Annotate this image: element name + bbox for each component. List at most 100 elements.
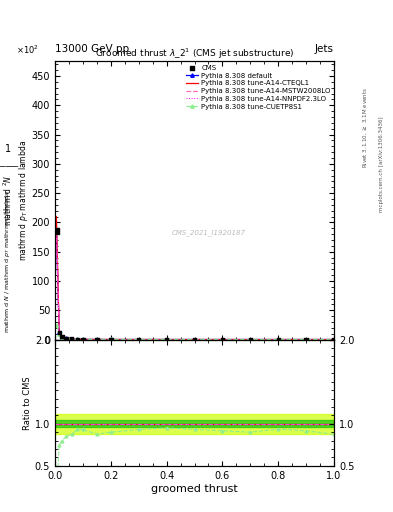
CMS	[74, 335, 81, 344]
Pythia 8.308 tune-CUETP8S1	[220, 336, 225, 343]
Pythia 8.308 tune-A14-CTEQL1	[136, 336, 141, 343]
Pythia 8.308 tune-A14-CTEQL1	[248, 336, 253, 343]
Pythia 8.308 tune-CUETP8S1	[304, 336, 309, 343]
CMS	[191, 335, 198, 344]
Pythia 8.308 tune-A14-NNPDF2.3LO	[192, 336, 197, 343]
CMS	[80, 335, 86, 344]
Pythia 8.308 tune-A14-MSTW2008LO	[95, 336, 99, 343]
Text: mcplots.cern.ch [arXiv:1306.3436]: mcplots.cern.ch [arXiv:1306.3436]	[379, 116, 384, 211]
Pythia 8.308 tune-CUETP8S1	[164, 336, 169, 343]
Pythia 8.308 default	[276, 336, 281, 343]
Pythia 8.308 tune-A14-CTEQL1	[75, 336, 80, 343]
CMS	[163, 335, 170, 344]
Pythia 8.308 tune-A14-MSTW2008LO	[192, 336, 197, 343]
Pythia 8.308 tune-A14-MSTW2008LO	[75, 336, 80, 343]
Pythia 8.308 tune-A14-MSTW2008LO	[70, 336, 74, 342]
CMS	[108, 335, 114, 344]
Pythia 8.308 tune-A14-MSTW2008LO	[136, 336, 141, 343]
Pythia 8.308 tune-A14-NNPDF2.3LO	[64, 335, 68, 342]
Pythia 8.308 tune-A14-MSTW2008LO	[60, 333, 64, 339]
Pythia 8.308 tune-A14-NNPDF2.3LO	[95, 336, 99, 343]
Line: Pythia 8.308 tune-A14-MSTW2008LO: Pythia 8.308 tune-A14-MSTW2008LO	[57, 231, 334, 339]
Pythia 8.308 default	[64, 335, 68, 342]
Pythia 8.308 tune-A14-NNPDF2.3LO	[136, 336, 141, 343]
X-axis label: groomed thrust: groomed thrust	[151, 483, 238, 494]
Pythia 8.308 tune-A14-NNPDF2.3LO	[75, 336, 80, 343]
Pythia 8.308 tune-CUETP8S1	[108, 336, 113, 343]
Y-axis label: Ratio to CMS: Ratio to CMS	[23, 376, 32, 430]
Pythia 8.308 tune-CUETP8S1	[192, 336, 197, 343]
Pythia 8.308 tune-CUETP8S1	[332, 336, 336, 343]
Pythia 8.308 tune-A14-NNPDF2.3LO	[304, 336, 309, 343]
Pythia 8.308 tune-CUETP8S1	[60, 334, 64, 340]
CMS	[136, 335, 142, 344]
Pythia 8.308 tune-A14-MSTW2008LO	[54, 228, 59, 234]
Pythia 8.308 tune-A14-CTEQL1	[60, 333, 64, 339]
Pythia 8.308 default	[220, 336, 225, 343]
Line: Pythia 8.308 tune-A14-CTEQL1: Pythia 8.308 tune-A14-CTEQL1	[57, 217, 334, 339]
Pythia 8.308 default	[108, 336, 113, 343]
Text: Jets: Jets	[315, 44, 334, 54]
CMS	[219, 335, 226, 344]
Pythia 8.308 default	[164, 336, 169, 343]
Text: Rivet 3.1.10, $\geq$ 3.1M events: Rivet 3.1.10, $\geq$ 3.1M events	[362, 88, 369, 168]
CMS	[275, 335, 281, 344]
Y-axis label: mathrm d $^2$$N$
mathrm d $p_T$ mathrm d lambda: mathrm d $^2$$N$ mathrm d $p_T$ mathrm d…	[1, 140, 30, 261]
Pythia 8.308 tune-A14-NNPDF2.3LO	[164, 336, 169, 343]
Pythia 8.308 tune-CUETP8S1	[95, 336, 99, 343]
CMS	[63, 334, 69, 343]
Pythia 8.308 default	[70, 336, 74, 342]
CMS	[247, 335, 253, 344]
Pythia 8.308 tune-A14-NNPDF2.3LO	[276, 336, 281, 343]
Pythia 8.308 tune-A14-NNPDF2.3LO	[54, 228, 59, 234]
Pythia 8.308 tune-A14-NNPDF2.3LO	[248, 336, 253, 343]
Line: Pythia 8.308 tune-CUETP8S1: Pythia 8.308 tune-CUETP8S1	[55, 323, 336, 342]
Pythia 8.308 default	[57, 329, 62, 335]
Pythia 8.308 tune-A14-NNPDF2.3LO	[57, 329, 62, 335]
Pythia 8.308 tune-A14-CTEQL1	[164, 336, 169, 343]
CMS	[53, 227, 60, 236]
Pythia 8.308 tune-A14-MSTW2008LO	[57, 329, 62, 335]
Pythia 8.308 tune-CUETP8S1	[81, 336, 85, 343]
Pythia 8.308 tune-CUETP8S1	[276, 336, 281, 343]
Pythia 8.308 default	[136, 336, 141, 343]
Pythia 8.308 default	[192, 336, 197, 343]
Pythia 8.308 tune-A14-CTEQL1	[95, 336, 99, 343]
Pythia 8.308 tune-A14-CTEQL1	[304, 336, 309, 343]
Pythia 8.308 tune-A14-CTEQL1	[192, 336, 197, 343]
Pythia 8.308 default	[248, 336, 253, 343]
Pythia 8.308 tune-CUETP8S1	[75, 336, 80, 343]
Pythia 8.308 default	[60, 333, 64, 339]
Text: $\times10^2$: $\times10^2$	[16, 44, 39, 56]
Pythia 8.308 tune-A14-NNPDF2.3LO	[220, 336, 225, 343]
Pythia 8.308 default	[75, 336, 80, 343]
Pythia 8.308 tune-A14-CTEQL1	[64, 335, 68, 342]
Pythia 8.308 tune-CUETP8S1	[54, 322, 59, 328]
Pythia 8.308 tune-A14-CTEQL1	[81, 336, 85, 343]
Line: Pythia 8.308 tune-A14-NNPDF2.3LO: Pythia 8.308 tune-A14-NNPDF2.3LO	[57, 231, 334, 339]
Pythia 8.308 tune-CUETP8S1	[57, 331, 62, 337]
CMS	[94, 335, 100, 344]
CMS	[303, 335, 309, 344]
Pythia 8.308 tune-A14-MSTW2008LO	[304, 336, 309, 343]
Pythia 8.308 tune-CUETP8S1	[248, 336, 253, 343]
Pythia 8.308 tune-A14-MSTW2008LO	[81, 336, 85, 343]
Title: Groomed thrust $\lambda\_2^1$ (CMS jet substructure): Groomed thrust $\lambda\_2^1$ (CMS jet s…	[95, 47, 294, 61]
Pythia 8.308 tune-A14-NNPDF2.3LO	[60, 333, 64, 339]
Pythia 8.308 tune-A14-CTEQL1	[108, 336, 113, 343]
Pythia 8.308 tune-A14-NNPDF2.3LO	[332, 336, 336, 343]
Pythia 8.308 default	[81, 336, 85, 343]
Text: 1: 1	[5, 143, 11, 154]
Pythia 8.308 tune-A14-NNPDF2.3LO	[108, 336, 113, 343]
Pythia 8.308 tune-A14-MSTW2008LO	[164, 336, 169, 343]
Text: 13000 GeV pp: 13000 GeV pp	[55, 44, 129, 54]
Pythia 8.308 tune-CUETP8S1	[70, 336, 74, 342]
Text: CMS_2021_I1920187: CMS_2021_I1920187	[171, 229, 246, 236]
Pythia 8.308 default	[95, 336, 99, 343]
Pythia 8.308 tune-A14-NNPDF2.3LO	[81, 336, 85, 343]
Text: ─────: ─────	[0, 164, 18, 170]
Pythia 8.308 tune-A14-CTEQL1	[332, 336, 336, 343]
CMS	[69, 335, 75, 343]
CMS	[56, 328, 62, 336]
Pythia 8.308 tune-A14-CTEQL1	[70, 336, 74, 342]
